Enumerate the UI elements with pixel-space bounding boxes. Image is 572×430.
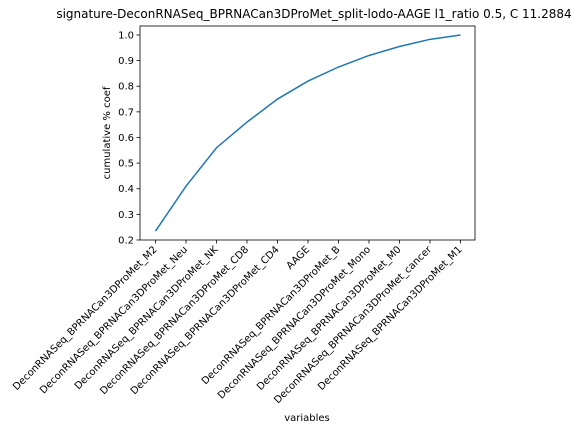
y-tick-label: 0.7 — [118, 107, 134, 118]
y-tick-label: 0.8 — [118, 82, 134, 93]
x-axis: DeconRNASeq_BPRNACan3DProMet_M2DeconRNAS… — [11, 240, 465, 406]
plot-area — [139, 25, 476, 241]
y-tick-label: 0.5 — [118, 159, 134, 170]
series-line — [154, 34, 461, 232]
chart-title: signature-DeconRNASeq_BPRNACan3DProMet_s… — [56, 7, 571, 21]
y-tick-label: 0.4 — [118, 184, 134, 195]
y-axis: 0.2 0.3 0.4 0.5 0.6 0.7 0.8 0.9 1.0 — [118, 30, 140, 247]
y-tick-label: 0.6 — [118, 133, 134, 144]
x-axis-label: variables — [284, 413, 330, 424]
y-tick-label: 0.3 — [118, 210, 134, 221]
y-tick-label: 0.2 — [118, 236, 134, 247]
x-tick-label: DeconRNASeq_BPRNACan3DProMet_M1 — [316, 244, 464, 392]
y-tick-label: 0.9 — [118, 56, 134, 67]
x-tick-label: AAGE — [285, 244, 312, 271]
y-axis-label: cumulative % coef — [102, 86, 113, 179]
y-tick-label: 1.0 — [118, 30, 134, 41]
